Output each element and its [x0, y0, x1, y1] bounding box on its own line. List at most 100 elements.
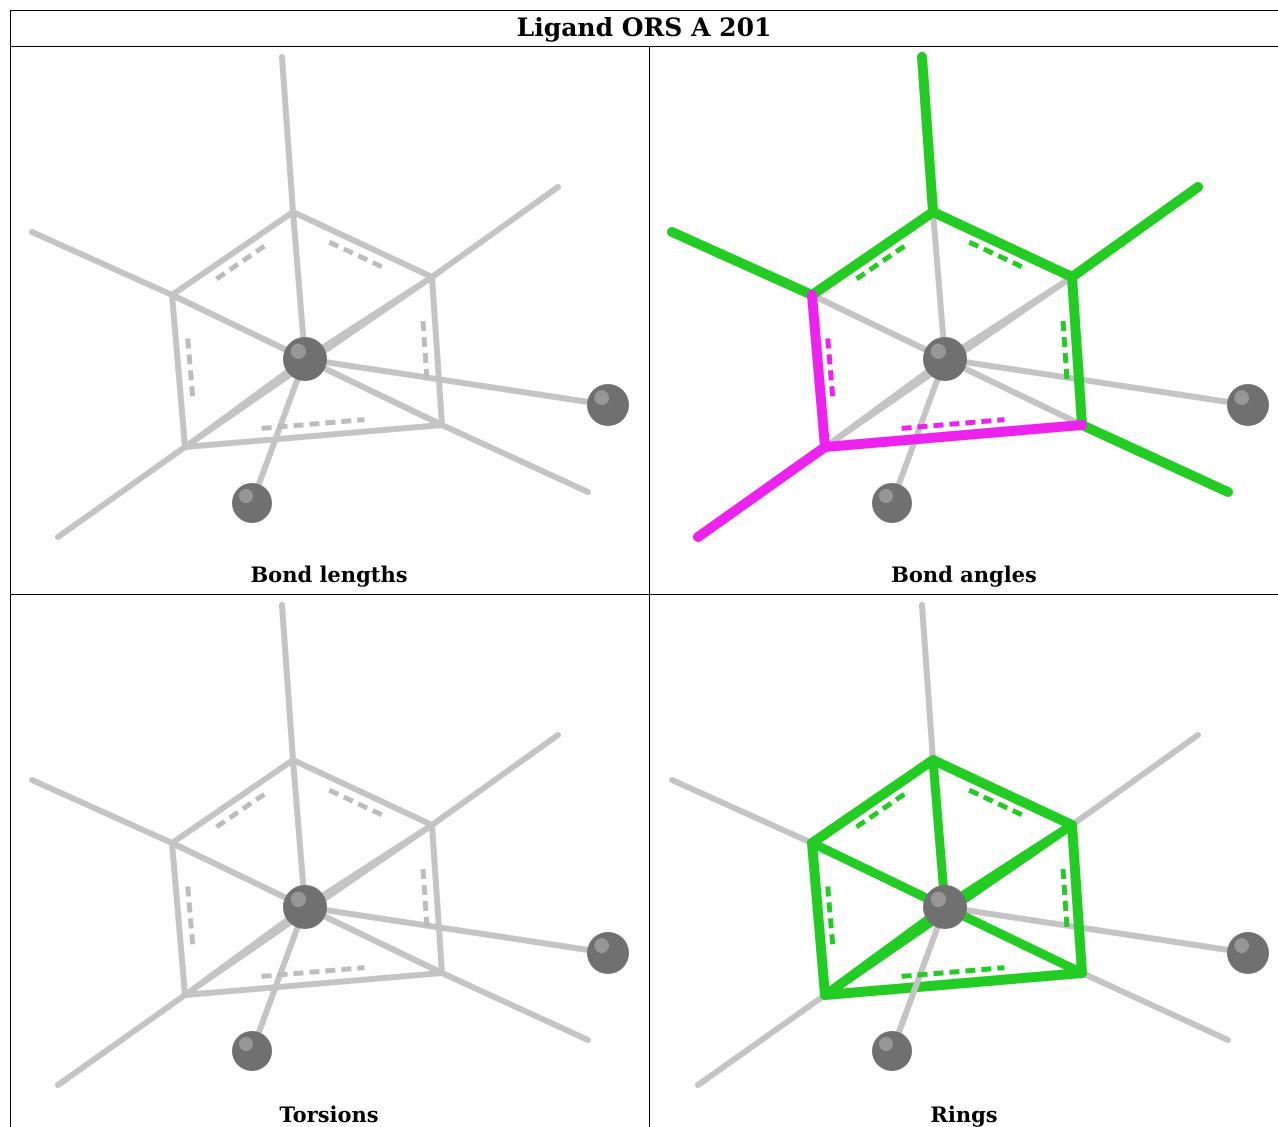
- panel-bond-lengths: Bond lengths: [10, 47, 648, 594]
- page-title: Ligand ORS A 201: [516, 13, 772, 42]
- caption-rings: Rings: [930, 1102, 998, 1127]
- panel-bond-angles: Bond angles: [650, 47, 1278, 594]
- bond-UL-S2: [29, 229, 175, 298]
- row-divider: [10, 594, 1278, 595]
- metal-atom: [923, 885, 967, 929]
- terminal-atom-right-highlight: [594, 938, 610, 953]
- bond-UL-LL: [807, 290, 830, 452]
- terminal-atom-bottom: [232, 483, 272, 523]
- bond-LL-S4: [695, 992, 828, 1088]
- aromatic-dash-UL-LL: [825, 338, 836, 400]
- bond-T-UL: [169, 209, 296, 298]
- table-left-border: [10, 10, 11, 1127]
- table-top-border: [10, 10, 1278, 11]
- bond-M-Q2: [249, 356, 308, 506]
- terminal-atom-bottom-highlight: [239, 489, 253, 503]
- bond-T-UL: [807, 755, 938, 848]
- bond-UR-LR: [429, 822, 445, 976]
- bond-T-M: [290, 209, 308, 362]
- bond-T-S1: [919, 602, 936, 763]
- aromatic-dash-T-UL: [214, 244, 266, 282]
- aromatic-dash-LL-LR: [261, 417, 365, 431]
- bond-M-Q2: [889, 356, 948, 506]
- bond-M-Q1: [942, 356, 1251, 408]
- column-divider: [649, 46, 650, 1127]
- aromatic-dash-LL-LR: [901, 965, 1005, 979]
- bond-T-S1: [917, 52, 938, 217]
- bond-LL-LR: [820, 420, 1087, 452]
- bond-LL-LR: [182, 422, 445, 450]
- aromatic-dash-T-UR: [968, 787, 1026, 819]
- aromatic-dash-T-UL: [214, 792, 266, 830]
- aromatic-dash-T-UR: [328, 239, 386, 271]
- metal-atom-highlight: [290, 891, 307, 907]
- terminal-atom-right: [587, 384, 629, 426]
- bond-UL-S2: [667, 227, 817, 300]
- bond-UL-S2: [669, 777, 815, 846]
- terminal-atom-right-highlight: [1234, 390, 1250, 405]
- terminal-atom-right: [1227, 932, 1269, 974]
- metal-atom-highlight: [930, 343, 947, 359]
- caption-bond-angles: Bond angles: [891, 562, 1037, 587]
- molecule-view-bond-angles: [667, 52, 1269, 542]
- aromatic-dash-LL-LR: [261, 965, 365, 979]
- metal-atom-highlight: [930, 891, 947, 907]
- aromatic-dash-UL-LL: [185, 886, 196, 948]
- bond-UL-LL: [807, 838, 830, 1000]
- terminal-atom-right: [1227, 384, 1269, 426]
- terminal-atom-bottom-highlight: [239, 1037, 253, 1051]
- aromatic-dash-T-UR: [968, 239, 1026, 271]
- aromatic-dash-UL-LL: [825, 886, 836, 948]
- title-bottom-border: [10, 46, 1278, 47]
- bond-T-UR: [928, 755, 1077, 830]
- bond-M-Q2: [249, 904, 308, 1054]
- aromatic-dash-UR-LR: [1060, 868, 1070, 929]
- ring-bond-T-M: [928, 755, 950, 912]
- panel-rings: Rings: [650, 595, 1278, 1127]
- terminal-atom-bottom: [872, 1031, 912, 1071]
- aromatic-dash-UR-LR: [420, 868, 430, 929]
- bond-UL-LL: [169, 292, 188, 450]
- bond-UR-LR: [1067, 272, 1087, 430]
- caption-torsions: Torsions: [279, 1102, 379, 1127]
- bond-T-M: [290, 757, 308, 910]
- caption-bond-lengths: Bond lengths: [250, 562, 408, 587]
- bond-LL-LR: [820, 968, 1087, 1000]
- bond-UR-S3: [1069, 732, 1201, 828]
- bond-UL-LL: [169, 840, 188, 998]
- metal-atom: [283, 337, 327, 381]
- aromatic-dash-T-UL: [854, 244, 906, 282]
- terminal-atom-right-highlight: [594, 390, 610, 405]
- bond-UR-LR: [1067, 820, 1087, 978]
- bond-UR-S3: [429, 732, 561, 828]
- bond-T-M: [930, 209, 948, 362]
- metal-atom-highlight: [290, 343, 307, 359]
- bond-UR-S3: [429, 184, 561, 280]
- bond-M-Q1: [302, 356, 611, 408]
- bond-M-Q1: [942, 904, 1251, 956]
- molecule-view-rings: [669, 602, 1269, 1088]
- metal-atom: [923, 337, 967, 381]
- bond-LR-S5: [439, 970, 591, 1043]
- bond-T-UR: [928, 207, 1077, 282]
- bond-LL-S4: [693, 442, 830, 542]
- terminal-atom-right-highlight: [1234, 938, 1250, 953]
- bond-LL-S4: [55, 444, 188, 540]
- terminal-atom-bottom-highlight: [879, 1037, 893, 1051]
- bond-M-Q2-front: [889, 904, 948, 1054]
- aromatic-dash-UL-LL: [185, 338, 196, 400]
- bond-LR-S5: [1077, 420, 1233, 497]
- metal-atom: [283, 885, 327, 929]
- aromatic-dash-T-UR: [328, 787, 386, 819]
- aromatic-dash-LL-LR: [901, 417, 1005, 431]
- aromatic-dash-UR-LR: [1060, 320, 1070, 381]
- bond-LL-S4: [55, 992, 188, 1088]
- bond-M-Q1: [302, 904, 611, 956]
- bond-UL-S2: [29, 777, 175, 846]
- terminal-atom-right: [587, 932, 629, 974]
- terminal-atom-bottom-highlight: [879, 489, 893, 503]
- terminal-atom-bottom: [232, 1031, 272, 1071]
- bond-T-UL: [807, 207, 938, 300]
- bond-T-UR: [290, 757, 435, 828]
- bond-UR-LR: [429, 274, 445, 428]
